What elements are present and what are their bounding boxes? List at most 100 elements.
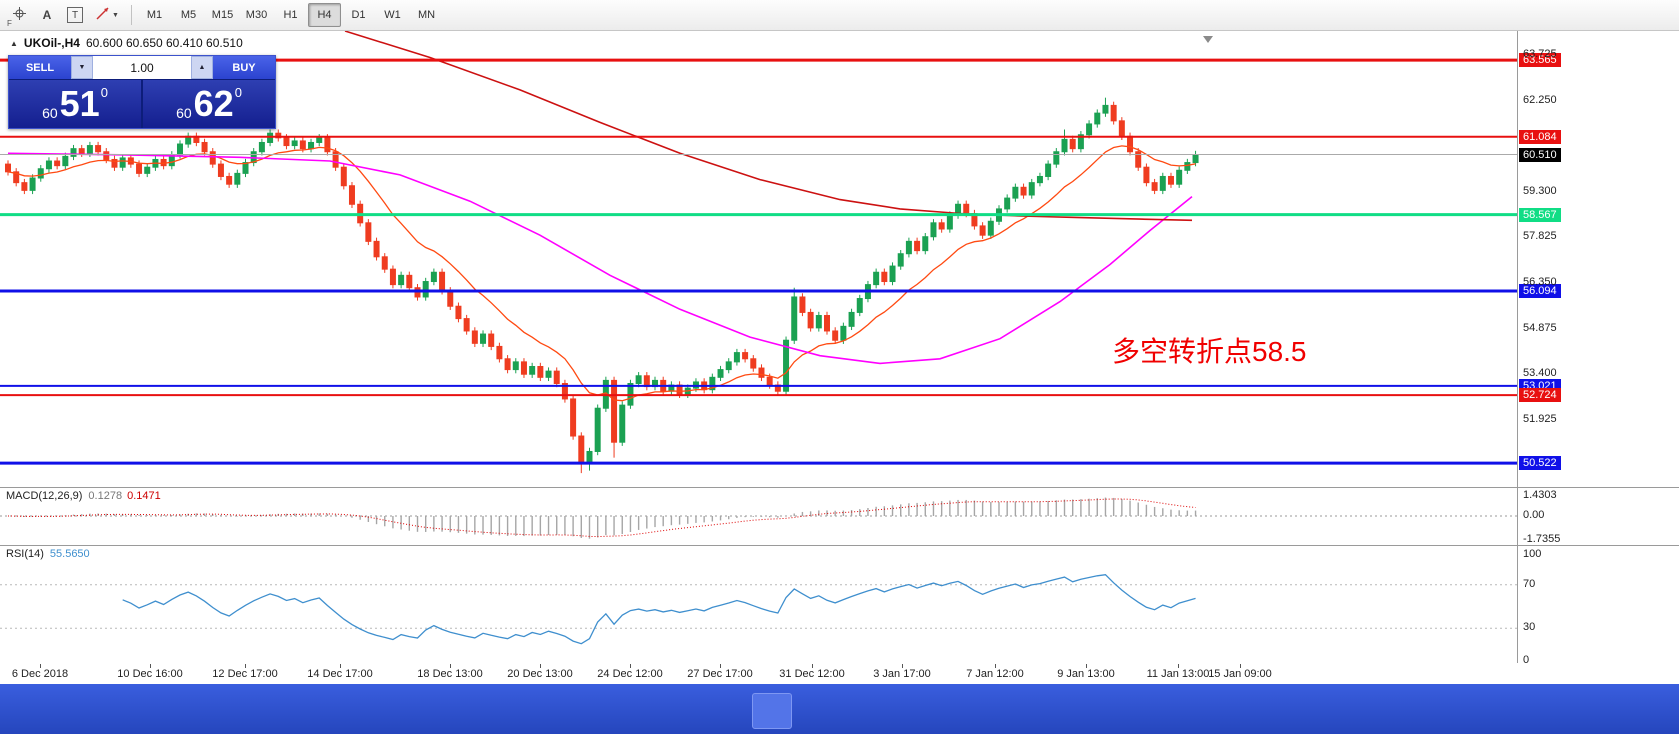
price-macd-separator[interactable] <box>0 487 1679 488</box>
rsi-header: RSI(14) 55.5650 <box>6 548 90 560</box>
symbol-label: UKOil-,H4 <box>23 36 80 50</box>
buy-price-big: 62 <box>193 83 234 124</box>
buy-price-pip: 0 <box>234 85 242 100</box>
time-axis-label: 20 Dec 13:00 <box>507 668 573 680</box>
time-axis-tick <box>902 664 903 668</box>
taskbar <box>0 684 1679 734</box>
rsi-label: RSI(14) <box>6 548 44 560</box>
timeframe-button-mn[interactable]: MN <box>417 9 436 21</box>
text-box-tool-button[interactable]: T <box>61 2 89 28</box>
time-axis-tick <box>630 664 631 668</box>
price-badge: 56.094 <box>1519 283 1561 298</box>
time-axis-tick <box>450 664 451 668</box>
chevron-down-icon: ▼ <box>112 11 119 19</box>
rsi-axis-label: 30 <box>1523 621 1536 634</box>
timeframe-button-m5[interactable]: M5 <box>180 9 197 21</box>
sell-price-pip: 0 <box>100 85 108 100</box>
current-price-badge: 60.510 <box>1519 147 1561 162</box>
buy-price-display[interactable]: 60 62 0 <box>141 80 275 128</box>
price-badge: 50.522 <box>1519 456 1561 471</box>
time-axis-tick <box>720 664 721 668</box>
price-axis[interactable]: 63.565 61.084 58.567 56.094 53.021 52.724 50.5… <box>1517 30 1679 666</box>
volume-input[interactable] <box>93 56 191 79</box>
time-axis-label: 31 Dec 12:00 <box>779 668 845 680</box>
buy-price-prefix: 60 <box>176 105 192 121</box>
sell-price-prefix: 60 <box>42 105 58 121</box>
time-axis-tick <box>340 664 341 668</box>
time-axis-tick <box>995 664 996 668</box>
timeframe-button-d1[interactable]: D1 <box>351 9 366 21</box>
volume-increase-button[interactable]: ▲ <box>191 56 213 79</box>
time-axis-tick <box>540 664 541 668</box>
time-axis-label: 18 Dec 13:00 <box>417 668 483 680</box>
price-badge: 58.567 <box>1519 207 1561 222</box>
toolbar-separator <box>131 5 132 25</box>
macd-header: MACD(12,26,9) 0.1278 0.1471 <box>6 490 161 502</box>
volume-decrease-button[interactable]: ▼ <box>71 56 93 79</box>
text-label-tool-button[interactable]: A <box>42 8 52 22</box>
rsi-axis-label: 100 <box>1523 548 1542 560</box>
timeframe-button-h4[interactable]: H4 <box>308 3 341 27</box>
crosshair-icon <box>12 6 27 24</box>
price-scale-label: 63.725 <box>1523 48 1557 61</box>
sell-price-big: 51 <box>59 83 100 124</box>
text-box-icon: T <box>67 7 83 23</box>
sell-button[interactable]: SELL <box>9 56 71 79</box>
rsi-axis-label: 70 <box>1523 577 1536 590</box>
time-axis-label: 27 Dec 17:00 <box>687 668 753 680</box>
price-badge: 61.084 <box>1519 129 1561 144</box>
shapes-tool-button[interactable]: ▼ <box>89 2 125 28</box>
crosshair-tool-button[interactable]: F <box>5 2 33 28</box>
time-axis-label: 3 Jan 17:00 <box>873 668 931 680</box>
price-scale-label: 59.300 <box>1523 184 1557 197</box>
time-axis-tick <box>812 664 813 668</box>
time-axis-label: 15 Jan 09:00 <box>1208 668 1272 680</box>
timeframe-button-m1[interactable]: M1 <box>146 9 163 21</box>
price-chart-canvas[interactable] <box>0 0 1679 684</box>
price-scale-label: 56.350 <box>1523 276 1557 289</box>
chart-title: ▲ UKOil-,H4 60.600 60.650 60.410 60.510 <box>10 36 243 50</box>
timeframe-button-m30[interactable]: M30 <box>245 9 268 21</box>
trade-panel-prices: 60 51 0 60 62 0 <box>9 80 275 128</box>
macd-axis-label: 0.00 <box>1523 509 1545 521</box>
time-axis-label: 9 Jan 13:00 <box>1057 668 1115 680</box>
taskbar-button[interactable] <box>752 693 792 729</box>
chart-text-annotation[interactable]: 多空转折点58.5 <box>1112 336 1307 367</box>
time-axis-tick <box>150 664 151 668</box>
time-axis-label: 11 Jan 13:00 <box>1146 668 1210 680</box>
price-scale-label: 51.925 <box>1523 412 1557 425</box>
trade-panel-controls: SELL ▼ ▲ BUY <box>9 56 275 80</box>
trendline-icon <box>95 6 110 24</box>
macd-main-value: 0.1278 <box>88 490 123 502</box>
price-scale-label: 53.400 <box>1523 367 1557 380</box>
rsi-value: 55.5650 <box>49 548 90 560</box>
buy-button[interactable]: BUY <box>213 56 275 79</box>
shortcut-hint-label: F <box>7 19 12 28</box>
price-scale-label: 57.825 <box>1523 230 1557 243</box>
timeframe-button-w1[interactable]: W1 <box>384 9 401 21</box>
chart-shift-marker-icon[interactable] <box>1203 36 1213 43</box>
timeframe-button-m15[interactable]: M15 <box>211 9 234 21</box>
sell-price-display[interactable]: 60 51 0 <box>9 80 141 128</box>
time-axis-label: 6 Dec 2018 <box>11 668 69 680</box>
time-axis-label: 14 Dec 17:00 <box>307 668 373 680</box>
price-scale-label: 54.875 <box>1523 321 1557 334</box>
macd-axis-label: -1.7355 <box>1523 533 1561 546</box>
collapse-trade-panel-icon[interactable]: ▲ <box>10 38 18 48</box>
timeframe-button-h1[interactable]: H1 <box>283 9 298 21</box>
ohlc-values: 60.600 60.650 60.410 60.510 <box>85 36 243 50</box>
time-axis-tick <box>1178 664 1179 668</box>
time-axis-tick <box>40 664 41 668</box>
price-scale-label: 62.250 <box>1523 93 1557 106</box>
time-axis[interactable]: 6 Dec 2018 10 Dec 16:00 12 Dec 17:00 14 Dec… <box>0 663 1679 684</box>
time-axis-tick <box>1240 664 1241 668</box>
price-badge: 63.565 <box>1519 53 1561 68</box>
time-axis-label: 10 Dec 16:00 <box>117 668 183 680</box>
time-axis-label: 24 Dec 12:00 <box>597 668 663 680</box>
rsi-axis-label: 0 <box>1523 654 1530 666</box>
one-click-trade-panel: SELL ▼ ▲ BUY 60 51 0 60 62 0 <box>8 55 276 129</box>
time-axis-label: 7 Jan 12:00 <box>966 668 1024 680</box>
macd-rsi-separator[interactable] <box>0 545 1679 546</box>
macd-axis-label: 1.4303 <box>1523 488 1557 501</box>
